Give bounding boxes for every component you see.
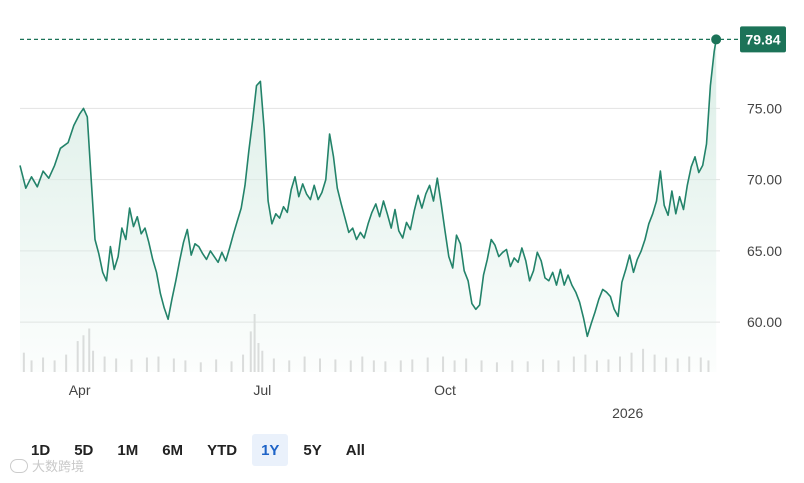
last-price-layer: 79.84	[20, 26, 786, 53]
x-tick-label: Oct	[434, 382, 456, 398]
range-button-ytd[interactable]: YTD	[198, 434, 246, 466]
watermark: 大数跨境	[10, 456, 84, 475]
brand-logo-icon	[10, 458, 28, 473]
y-tick-label: 75.00	[747, 100, 782, 116]
price-area	[20, 39, 717, 373]
range-button-5y[interactable]: 5Y	[294, 434, 330, 466]
area-layer	[20, 39, 717, 373]
y-tick-label: 60.00	[747, 314, 782, 330]
range-button-1d[interactable]: 1D	[22, 434, 59, 466]
y-axis-labels: 60.00 65.00 70.00 75.00	[747, 100, 782, 330]
price-chart[interactable]: 60.00 65.00 70.00 75.00 Apr Jul Oct 2026 79.84	[0, 0, 804, 430]
range-button-all[interactable]: All	[337, 434, 374, 466]
range-button-6m[interactable]: 6M	[153, 434, 192, 466]
y-tick-label: 65.00	[747, 243, 782, 259]
price-line	[19, 39, 717, 338]
range-button-1m[interactable]: 1M	[108, 434, 147, 466]
range-button-5d[interactable]: 5D	[65, 434, 102, 466]
x-tick-label: Apr	[69, 382, 91, 398]
time-range-selector: 1D 5D 1M 6M YTD 1Y 5Y All	[22, 433, 374, 467]
x-axis-labels: Apr Jul Oct 2026	[69, 382, 644, 421]
x-tick-label: 2026	[612, 405, 643, 421]
watermark-text: 大数跨境	[32, 460, 85, 475]
range-button-1y[interactable]: 1Y	[252, 434, 289, 466]
x-tick-label: Jul	[253, 382, 271, 398]
chart-svg: 60.00 65.00 70.00 75.00 Apr Jul Oct 2026 79.84	[19, 26, 786, 421]
y-tick-label: 70.00	[747, 172, 782, 188]
last-price-value: 79.84	[745, 31, 780, 47]
last-price-badge	[740, 26, 786, 53]
line-layer	[19, 39, 717, 338]
last-price-marker	[711, 34, 722, 45]
